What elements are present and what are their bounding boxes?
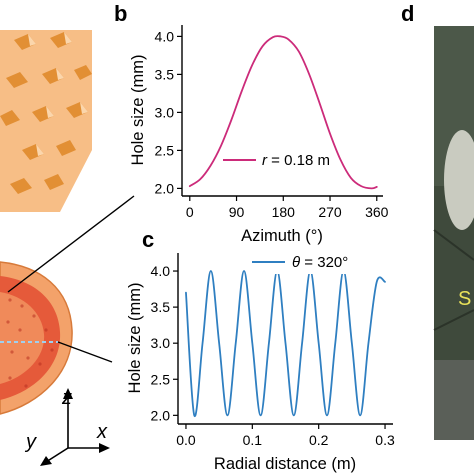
panel-a-disk-illustration bbox=[0, 195, 135, 415]
chart-b-legend: r = 0.18 m bbox=[223, 152, 330, 169]
chart-b-legend-text: = 0.18 m bbox=[267, 152, 330, 169]
chart-b-x-tick-label: 360 bbox=[365, 204, 389, 220]
panel-a-texture-illustration bbox=[0, 30, 92, 212]
chart-b-x-tick-label: 270 bbox=[318, 204, 342, 220]
panel-b-label: b bbox=[114, 1, 127, 26]
chart-c-legend: θ = 320° bbox=[248, 252, 388, 274]
chart-c-y-axis-title: Hole size (mm) bbox=[126, 283, 144, 394]
chart-b-x-axis-title: Azimuth (°) bbox=[241, 227, 323, 245]
chart-c-radial: 0.0 0.1 0.2 0.3 2.0 2.5 3.0 3.5 4.0 θ = 320° Ra… bbox=[126, 252, 395, 473]
chart-c-x-tick-label: 0.2 bbox=[309, 432, 329, 448]
chart-b-y-tick-label: 2.5 bbox=[155, 142, 175, 158]
photo-text-fragment: S bbox=[458, 288, 471, 310]
chart-c-series bbox=[185, 270, 386, 417]
panel-d-photograph: S bbox=[433, 26, 474, 440]
chart-c-x-tick-label: 0.1 bbox=[243, 432, 263, 448]
chart-c-x-ticks: 0.0 0.1 0.2 0.3 bbox=[176, 424, 395, 448]
chart-b-series-line bbox=[188, 35, 378, 190]
chart-b-y-ticks: 2.0 2.5 3.0 3.5 4.0 bbox=[155, 28, 182, 196]
chart-b-x-tick-label: 0 bbox=[186, 204, 194, 220]
chart-c-y-tick-label: 2.0 bbox=[151, 407, 171, 423]
chart-c-y-tick-label: 3.5 bbox=[151, 299, 171, 315]
chart-c-y-tick-label: 2.5 bbox=[151, 371, 171, 387]
chart-c-plot-frame bbox=[177, 253, 393, 425]
chart-b-y-tick-label: 3.0 bbox=[155, 104, 175, 120]
axis-x-label: x bbox=[96, 421, 108, 443]
chart-c-y-ticks: 2.0 2.5 3.0 3.5 4.0 bbox=[151, 263, 178, 423]
chart-c-series-line bbox=[185, 270, 386, 417]
chart-c-legend-symbol: θ bbox=[292, 254, 300, 271]
chart-c-legend-text: = 320° bbox=[300, 254, 348, 271]
panel-c-label: c bbox=[142, 227, 154, 252]
chart-c-x-tick-label: 0.3 bbox=[375, 432, 395, 448]
chart-b-plot-frame bbox=[181, 25, 383, 197]
axis-y-label: y bbox=[24, 431, 37, 453]
panel-d-label: d bbox=[401, 1, 414, 26]
chart-b-y-tick-label: 4.0 bbox=[155, 28, 175, 44]
chart-c-y-tick-label: 3.0 bbox=[151, 335, 171, 351]
chart-c-x-axis-title: Radial distance (m) bbox=[214, 455, 356, 473]
chart-b-y-axis-title: Hole size (mm) bbox=[129, 55, 147, 166]
chart-b-y-tick-label: 2.0 bbox=[155, 180, 175, 196]
chart-c-y-tick-label: 4.0 bbox=[151, 263, 171, 279]
chart-c-legend-label: θ = 320° bbox=[292, 254, 348, 271]
chart-b-x-ticks: 0 90 180 270 360 bbox=[186, 196, 389, 220]
chart-b-legend-label: r = 0.18 m bbox=[262, 152, 330, 169]
chart-b-y-tick-label: 3.5 bbox=[155, 66, 175, 82]
axis-z-label: z bbox=[61, 387, 72, 409]
chart-b-series bbox=[188, 35, 378, 190]
chart-b-x-tick-label: 180 bbox=[272, 204, 296, 220]
chart-b-azimuth: 0 90 180 270 360 2.02.53.03.54.0 r = 0.18 m … bbox=[129, 25, 389, 245]
coordinate-axes-diagram: z x y bbox=[24, 387, 110, 466]
chart-c-x-tick-label: 0.0 bbox=[176, 432, 196, 448]
chart-b-legend-symbol: r bbox=[262, 152, 268, 169]
chart-b-x-tick-label: 90 bbox=[229, 204, 245, 220]
